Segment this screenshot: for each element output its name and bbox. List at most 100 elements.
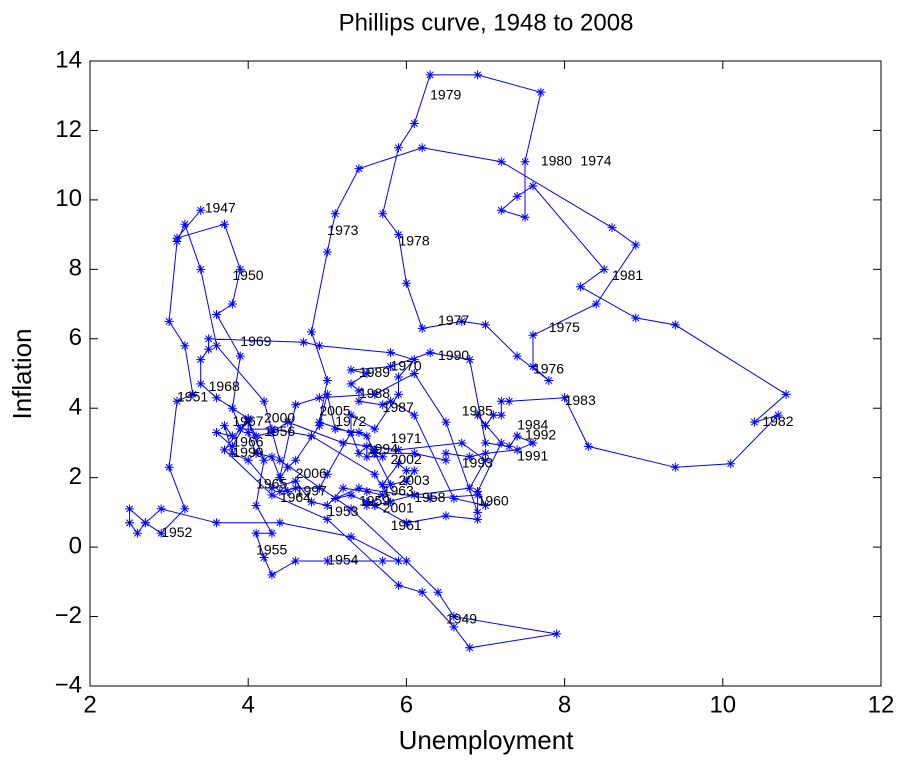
- marker: [227, 299, 237, 309]
- marker: [243, 414, 253, 424]
- marker: [156, 528, 166, 538]
- marker: [362, 431, 372, 441]
- marker: [749, 417, 759, 427]
- marker: [512, 351, 522, 361]
- marker: [156, 504, 166, 514]
- marker: [125, 504, 135, 514]
- annotation: 1959: [359, 493, 390, 509]
- annotation: 1983: [565, 392, 596, 408]
- annotation: 1994: [367, 441, 398, 457]
- marker: [370, 424, 380, 434]
- marker: [306, 431, 316, 441]
- marker: [259, 396, 269, 406]
- marker: [441, 455, 451, 465]
- marker: [528, 181, 538, 191]
- marker: [441, 448, 451, 458]
- marker: [670, 320, 680, 330]
- marker: [204, 334, 214, 344]
- marker: [196, 205, 206, 215]
- annotation: 1961: [391, 517, 422, 533]
- marker: [496, 438, 506, 448]
- marker: [275, 455, 285, 465]
- marker: [354, 386, 364, 396]
- marker: [591, 299, 601, 309]
- marker: [314, 341, 324, 351]
- marker: [378, 400, 388, 410]
- marker: [251, 448, 261, 458]
- marker: [322, 247, 332, 257]
- marker: [314, 483, 324, 493]
- marker: [583, 441, 593, 451]
- annotation: 1979: [430, 86, 461, 102]
- marker: [457, 316, 467, 326]
- marker: [180, 219, 190, 229]
- marker: [631, 313, 641, 323]
- marker: [496, 205, 506, 215]
- annotation: 1965: [256, 475, 287, 491]
- annotation: 1951: [177, 389, 208, 405]
- marker: [306, 327, 316, 337]
- marker: [267, 424, 277, 434]
- marker: [536, 87, 546, 97]
- marker: [322, 556, 332, 566]
- marker: [393, 389, 403, 399]
- marker: [362, 452, 372, 462]
- marker: [354, 164, 364, 174]
- annotation: 1968: [209, 378, 240, 394]
- marker: [425, 70, 435, 80]
- x-tick-label: 2: [83, 691, 96, 718]
- marker: [378, 452, 388, 462]
- annotation: 2006: [296, 465, 327, 481]
- marker: [354, 428, 364, 438]
- annotation: 1972: [335, 413, 366, 429]
- annotation: 1964: [280, 489, 311, 505]
- y-tick-label: 0: [69, 532, 82, 559]
- marker: [401, 466, 411, 476]
- marker: [267, 570, 277, 580]
- marker: [386, 497, 396, 507]
- marker: [354, 448, 364, 458]
- marker: [409, 369, 419, 378]
- annotation: 1984: [517, 416, 548, 432]
- annotation: 1970: [391, 357, 422, 373]
- marker: [599, 264, 609, 274]
- marker: [172, 396, 182, 406]
- marker: [299, 337, 309, 347]
- marker: [520, 212, 530, 222]
- marker: [362, 500, 372, 510]
- marker: [393, 143, 403, 153]
- marker: [370, 500, 380, 510]
- y-tick-label: −2: [55, 602, 82, 629]
- marker: [346, 379, 356, 389]
- annotation: 1949: [446, 611, 477, 627]
- marker: [164, 316, 174, 326]
- annotation: 2002: [391, 451, 422, 467]
- marker: [219, 219, 229, 229]
- marker: [346, 365, 356, 375]
- marker: [275, 518, 285, 528]
- marker: [140, 518, 150, 528]
- annotation: 1978: [398, 232, 429, 248]
- marker: [481, 455, 490, 465]
- marker: [322, 469, 332, 479]
- marker: [726, 459, 736, 469]
- annotation: 1985: [462, 402, 493, 418]
- x-tick-label: 10: [709, 691, 736, 718]
- marker: [378, 209, 388, 219]
- marker: [773, 410, 783, 420]
- annotation: 1987: [383, 399, 414, 415]
- marker: [275, 473, 285, 483]
- marker: [401, 518, 411, 528]
- marker: [401, 476, 411, 486]
- marker: [188, 389, 198, 399]
- marker: [512, 431, 522, 441]
- marker: [473, 507, 483, 517]
- marker: [496, 157, 506, 167]
- y-tick-label: 14: [55, 46, 82, 73]
- annotation: 2000: [264, 409, 295, 425]
- marker: [481, 448, 490, 458]
- marker: [227, 448, 237, 458]
- marker: [196, 355, 206, 365]
- y-tick-label: 2: [69, 463, 82, 490]
